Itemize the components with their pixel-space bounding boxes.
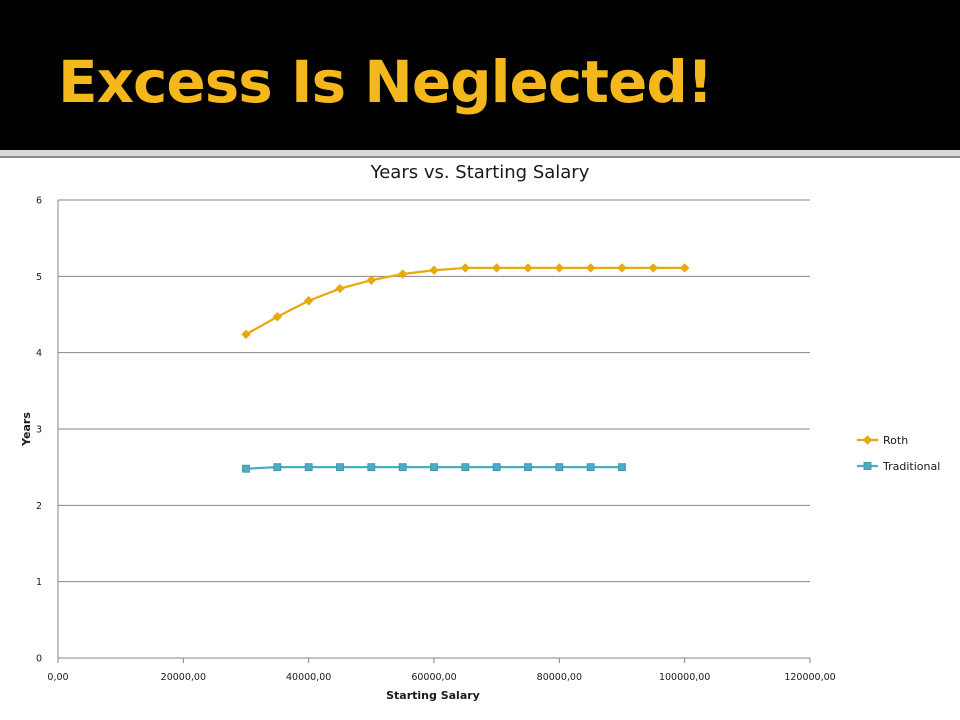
x-tick-label: 120000,00 (784, 672, 835, 683)
tick-labels: 0 1 2 3 4 5 6 0,00 20000,00 40000,00 60000,00 80000… (36, 196, 836, 684)
data-point-roth (272, 312, 283, 322)
y-tick-label: 4 (36, 348, 42, 359)
data-point-traditional (398, 463, 407, 472)
data-point-roth (554, 263, 565, 273)
axes (57, 200, 811, 663)
y-tick-label: 3 (36, 425, 42, 436)
gridlines (58, 199, 810, 583)
data-point-traditional (461, 463, 470, 472)
data-point-traditional (336, 463, 344, 472)
y-tick-label: 5 (36, 272, 42, 283)
y-tick-label: 6 (36, 196, 42, 207)
data-point-roth (648, 263, 659, 273)
slide-title: Excess Is Neglected! (58, 48, 713, 116)
chart-title: Years vs. Starting Salary (370, 162, 590, 183)
data-point-traditional (618, 463, 626, 472)
x-tick-label: 100000,00 (659, 672, 710, 683)
y-tick-label: 2 (36, 501, 42, 512)
series-traditional (242, 463, 626, 473)
data-point-traditional (242, 464, 250, 473)
x-tick-label: 0,00 (47, 672, 68, 683)
header-divider-shadow (0, 156, 960, 158)
legend-item-traditional: Traditional (857, 460, 940, 473)
data-point-roth (303, 296, 314, 306)
data-point-traditional (492, 463, 501, 472)
x-tick-label: 40000,00 (286, 672, 331, 683)
slide-header: Excess Is Neglected! (0, 0, 960, 150)
legend-label-traditional: Traditional (882, 460, 940, 473)
data-point-traditional (586, 463, 595, 472)
data-point-traditional (273, 463, 282, 472)
x-axis-title: Starting Salary (386, 689, 480, 702)
legend: Roth Traditional (857, 434, 940, 473)
data-point-roth (617, 263, 627, 273)
data-point-roth (397, 269, 408, 279)
legend-item-roth: Roth (857, 434, 908, 447)
x-tick-label: 20000,00 (161, 672, 206, 683)
data-point-traditional (555, 463, 564, 472)
data-point-roth (491, 263, 502, 273)
data-point-roth (366, 275, 377, 285)
data-point-roth (523, 263, 533, 273)
data-point-roth (679, 263, 690, 273)
data-point-roth (335, 283, 345, 294)
x-tick-label: 60000,00 (411, 672, 456, 683)
y-tick-label: 0 (36, 654, 42, 665)
data-point-traditional (304, 463, 313, 472)
data-point-roth (585, 263, 596, 273)
header-divider (0, 150, 960, 156)
data-point-traditional (367, 463, 376, 472)
data-point-roth (460, 263, 471, 273)
series (241, 263, 690, 473)
data-point-traditional (524, 463, 532, 472)
legend-label-roth: Roth (883, 434, 908, 447)
legend-marker-traditional (863, 462, 872, 470)
data-point-roth (429, 265, 439, 275)
x-tick-label: 80000,00 (537, 672, 582, 683)
data-point-roth (241, 329, 251, 340)
series-roth (241, 263, 690, 340)
legend-marker-roth (862, 435, 873, 445)
y-axis-title: Years (20, 412, 33, 447)
y-tick-label: 1 (36, 577, 42, 588)
data-point-traditional (430, 463, 438, 472)
